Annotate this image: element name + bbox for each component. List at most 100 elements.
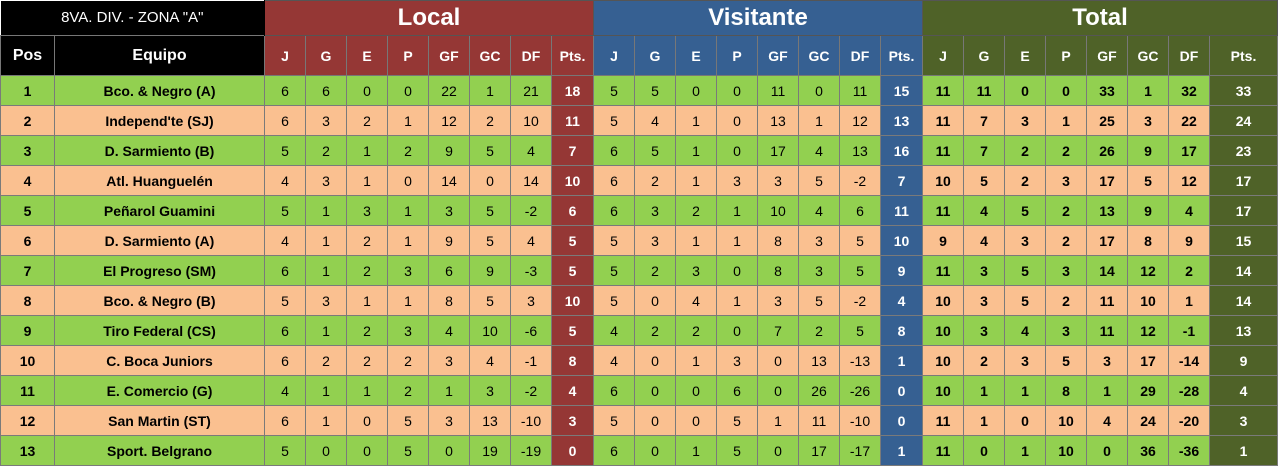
header-tot-j: J bbox=[922, 35, 964, 76]
vis-stat-cell: 5 bbox=[839, 255, 881, 286]
vis-stat-cell: 3 bbox=[716, 165, 758, 196]
local-stat-cell: 1 bbox=[346, 165, 388, 196]
vis-stat-cell: 1 bbox=[675, 135, 717, 166]
local-stat-cell: 3 bbox=[510, 285, 552, 316]
tot-stat-cell: 1 bbox=[1127, 75, 1169, 106]
local-stat-cell: 5 bbox=[264, 435, 306, 466]
local-stat-cell: 6 bbox=[551, 195, 594, 226]
local-stat-cell: 1 bbox=[305, 405, 347, 436]
tot-stat-cell: 17 bbox=[1127, 345, 1169, 376]
local-stat-cell: 4 bbox=[264, 225, 306, 256]
local-stat-cell: 2 bbox=[469, 105, 511, 136]
header-tot-g: G bbox=[963, 35, 1005, 76]
position-cell: 4 bbox=[0, 165, 55, 196]
tot-stat-cell: -28 bbox=[1168, 375, 1210, 406]
team-name-cell: San Martin (ST) bbox=[54, 405, 265, 436]
header-equipo: Equipo bbox=[54, 35, 265, 76]
local-stat-cell: 2 bbox=[346, 255, 388, 286]
header-tot-gf: GF bbox=[1086, 35, 1128, 76]
vis-stat-cell: 1 bbox=[716, 225, 758, 256]
tot-stat-cell: 17 bbox=[1086, 165, 1128, 196]
local-stat-cell: 8 bbox=[551, 345, 594, 376]
position-cell: 5 bbox=[0, 195, 55, 226]
header-local-pts: Pts. bbox=[551, 35, 594, 76]
team-name-cell: Peñarol Guamini bbox=[54, 195, 265, 226]
local-stat-cell: 7 bbox=[551, 135, 594, 166]
local-stat-cell: 1 bbox=[305, 195, 347, 226]
vis-stat-cell: 6 bbox=[593, 435, 635, 466]
table-row: 11 E. Comercio (G) 4 1 1 2 1 3 -2 4 6 0 0 6 0 26 -26 0 10 1… bbox=[0, 375, 1278, 406]
local-stat-cell: 3 bbox=[387, 315, 429, 346]
vis-stat-cell: 11 bbox=[880, 195, 923, 226]
tot-stat-cell: 10 bbox=[922, 375, 964, 406]
tot-stat-cell: 17 bbox=[1209, 165, 1278, 196]
team-name-cell: D. Sarmiento (B) bbox=[54, 135, 265, 166]
vis-stat-cell: 0 bbox=[675, 405, 717, 436]
local-stat-cell: 0 bbox=[387, 165, 429, 196]
local-stat-cell: 3 bbox=[551, 405, 594, 436]
tot-stat-cell: -1 bbox=[1168, 315, 1210, 346]
tot-stat-cell: 33 bbox=[1209, 75, 1278, 106]
local-stat-cell: 4 bbox=[510, 135, 552, 166]
local-stat-cell: 14 bbox=[428, 165, 470, 196]
local-stat-cell: 5 bbox=[264, 285, 306, 316]
header-local-p: P bbox=[387, 35, 429, 76]
vis-stat-cell: 16 bbox=[880, 135, 923, 166]
local-stat-cell: 2 bbox=[387, 345, 429, 376]
vis-stat-cell: 0 bbox=[757, 345, 799, 376]
vis-stat-cell: 8 bbox=[880, 315, 923, 346]
tot-stat-cell: 8 bbox=[1127, 225, 1169, 256]
position-cell: 9 bbox=[0, 315, 55, 346]
vis-stat-cell: 6 bbox=[839, 195, 881, 226]
local-stat-cell: 22 bbox=[428, 75, 470, 106]
header-tot-p: P bbox=[1045, 35, 1087, 76]
header-vis-gf: GF bbox=[757, 35, 799, 76]
table-row: 12 San Martin (ST) 6 1 0 5 3 13 -10 3 5 0 0 5 1 11 -10 0 1… bbox=[0, 405, 1278, 436]
local-stat-cell: 5 bbox=[551, 225, 594, 256]
header-vis-e: E bbox=[675, 35, 717, 76]
vis-stat-cell: 5 bbox=[798, 285, 840, 316]
vis-stat-cell: 1 bbox=[880, 345, 923, 376]
local-stat-cell: 1 bbox=[305, 315, 347, 346]
tot-stat-cell: 3 bbox=[963, 285, 1005, 316]
tot-stat-cell: 2 bbox=[1004, 165, 1046, 196]
tot-stat-cell: 1 bbox=[1045, 105, 1087, 136]
tot-stat-cell: 11 bbox=[963, 75, 1005, 106]
local-stat-cell: 14 bbox=[510, 165, 552, 196]
local-stat-cell: 2 bbox=[387, 375, 429, 406]
local-stat-cell: 1 bbox=[387, 225, 429, 256]
tot-stat-cell: 3 bbox=[963, 315, 1005, 346]
vis-stat-cell: 5 bbox=[593, 105, 635, 136]
tot-stat-cell: 3 bbox=[1209, 405, 1278, 436]
tot-stat-cell: 10 bbox=[1127, 285, 1169, 316]
tot-stat-cell: 7 bbox=[963, 105, 1005, 136]
header-vis-g: G bbox=[634, 35, 676, 76]
local-stat-cell: 4 bbox=[264, 165, 306, 196]
vis-stat-cell: 17 bbox=[757, 135, 799, 166]
vis-stat-cell: 5 bbox=[593, 255, 635, 286]
local-stat-cell: 1 bbox=[305, 255, 347, 286]
team-name-cell: Atl. Huanguelén bbox=[54, 165, 265, 196]
vis-stat-cell: 17 bbox=[798, 435, 840, 466]
tot-stat-cell: 5 bbox=[1004, 285, 1046, 316]
vis-stat-cell: 13 bbox=[798, 345, 840, 376]
local-stat-cell: 10 bbox=[551, 285, 594, 316]
local-stat-cell: 11 bbox=[551, 105, 594, 136]
position-cell: 3 bbox=[0, 135, 55, 166]
vis-stat-cell: 0 bbox=[798, 75, 840, 106]
vis-stat-cell: 6 bbox=[716, 375, 758, 406]
tot-stat-cell: 25 bbox=[1086, 105, 1128, 136]
tot-stat-cell: 14 bbox=[1209, 285, 1278, 316]
vis-stat-cell: 5 bbox=[839, 225, 881, 256]
local-stat-cell: 5 bbox=[264, 135, 306, 166]
position-cell: 6 bbox=[0, 225, 55, 256]
local-stat-cell: 3 bbox=[428, 195, 470, 226]
vis-stat-cell: 5 bbox=[593, 225, 635, 256]
header-vis-df: DF bbox=[839, 35, 881, 76]
tot-stat-cell: 9 bbox=[1127, 195, 1169, 226]
local-stat-cell: 1 bbox=[387, 195, 429, 226]
vis-stat-cell: 5 bbox=[716, 405, 758, 436]
team-name-cell: Bco. & Negro (B) bbox=[54, 285, 265, 316]
tot-stat-cell: 11 bbox=[1086, 285, 1128, 316]
tot-stat-cell: 22 bbox=[1168, 105, 1210, 136]
